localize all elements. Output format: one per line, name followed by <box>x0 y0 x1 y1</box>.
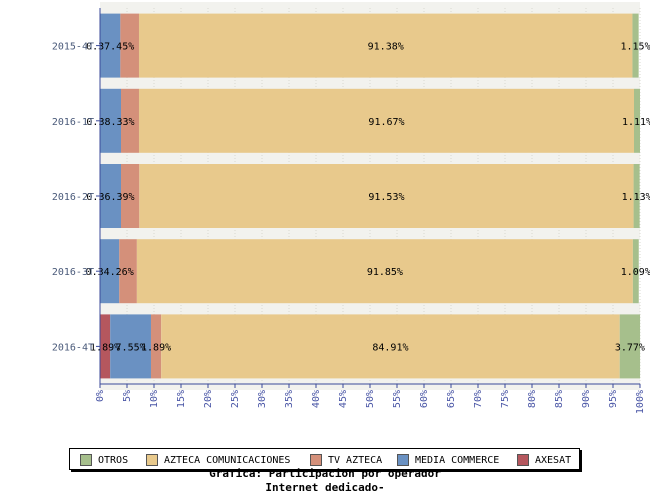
x-tick-label: 60% <box>419 390 430 408</box>
bar-segment-tv-azteca <box>121 164 140 228</box>
data-label: 1.89% <box>90 342 120 353</box>
category-label: 2016-3T <box>52 267 94 278</box>
category-label: 2015-4T <box>52 42 94 53</box>
x-tick-label: 10% <box>149 390 160 408</box>
category-label: 2016-1T <box>52 117 94 128</box>
data-label: 0.36.39% <box>86 192 134 203</box>
legend-swatch-axesat <box>517 454 529 466</box>
x-tick-label: 100% <box>635 390 646 414</box>
bar-segment-media-commerce <box>100 239 120 304</box>
data-label: 1.11% <box>622 117 650 128</box>
bar-segment-otros <box>632 13 639 78</box>
bar-segment-otros <box>619 314 641 379</box>
data-label: 84.91% <box>372 342 408 353</box>
bar-segment-otros <box>632 239 639 304</box>
x-tick-label: 75% <box>500 390 511 408</box>
legend-label-axesat: AXESAT <box>535 454 572 466</box>
x-tick-label: 85% <box>554 390 565 408</box>
legend-swatch-tv-azteca <box>310 454 322 466</box>
x-tick-label: 50% <box>365 390 376 408</box>
data-label: 1.89% <box>141 342 171 353</box>
legend-swatch-media-commerce <box>397 454 409 466</box>
chart-title-line1: Grafica: Participacion por operador <box>209 467 441 480</box>
bar-segment-media-commerce <box>100 164 122 228</box>
x-tick-label: 90% <box>581 390 592 408</box>
chart-title-line2: Internet dedicado- <box>265 481 385 494</box>
bar-segment-azteca-comunicaciones <box>139 164 634 228</box>
bar-segment-media-commerce <box>100 13 121 78</box>
category-label: 2016-4T <box>52 342 94 353</box>
x-tick-label: 40% <box>311 390 322 408</box>
x-tick-label: 70% <box>473 390 484 408</box>
x-tick-label: 15% <box>176 390 187 408</box>
legend-item-otros: OTROS <box>80 453 128 467</box>
bar-segment-tv-azteca <box>121 88 139 153</box>
legend-label-tv-azteca: TV AZTECA <box>328 454 383 466</box>
legend: OTROS AZTECA COMUNICACIONES TV AZTECA ME… <box>69 448 580 470</box>
bar-segment-otros <box>634 88 640 153</box>
legend-label-azteca-comunicaciones: AZTECA COMUNICACIONES <box>164 454 291 466</box>
legend-swatch-azteca-comunicaciones <box>146 454 158 466</box>
bar-segment-tv-azteca <box>119 239 137 304</box>
data-label: 91.67% <box>368 117 404 128</box>
data-label: 1.13% <box>622 192 650 203</box>
bar-segment-tv-azteca <box>150 314 162 379</box>
bar-segment-azteca-comunicaciones <box>138 88 635 153</box>
data-label: 1.09% <box>621 267 650 278</box>
x-tick-label: 30% <box>257 390 268 408</box>
legend-label-otros: OTROS <box>98 454 129 466</box>
bar-segment-tv-azteca <box>120 13 139 78</box>
data-label: 7.55% <box>116 342 146 353</box>
legend-item-media-commerce: MEDIA COMMERCE <box>397 453 499 467</box>
x-tick-label: 45% <box>338 390 349 408</box>
legend-item-axesat: AXESAT <box>517 453 571 467</box>
chart-svg: 0.37.45% 91.38% 1.15% 2015-4T 0.38.33% 91.67%… <box>52 2 650 414</box>
legend-swatch-otros <box>80 454 92 466</box>
x-tick-label: 55% <box>392 390 403 408</box>
x-tick-label: 5% <box>122 390 133 402</box>
bar-segment-azteca-comunicaciones <box>136 239 633 304</box>
legend-label-media-commerce: MEDIA COMMERCE <box>415 454 500 466</box>
bar-segment-azteca-comunicaciones <box>138 13 633 78</box>
legend-item-azteca-comunicaciones: AZTECA COMUNICACIONES <box>146 453 290 467</box>
data-label: 91.38% <box>368 42 404 53</box>
x-tick-label: 25% <box>230 390 241 408</box>
bar-segment-media-commerce <box>110 314 151 379</box>
x-tick-label: 0% <box>95 390 106 402</box>
x-tick-label: 95% <box>608 390 619 408</box>
x-tick-label: 20% <box>203 390 214 408</box>
bar-segment-axesat <box>100 314 111 379</box>
data-label: 0.37.45% <box>86 42 134 53</box>
x-tick-label: 35% <box>284 390 295 408</box>
data-label: 0.38.33% <box>86 117 134 128</box>
x-tick-label: 65% <box>446 390 457 408</box>
data-label: 91.53% <box>368 192 404 203</box>
bar-segment-otros <box>633 164 640 228</box>
data-label: 91.85% <box>367 267 403 278</box>
data-label: 1.15% <box>620 42 650 53</box>
category-label: 2016-2T <box>52 192 94 203</box>
legend-item-tv-azteca: TV AZTECA <box>310 453 382 467</box>
data-label: 3.77% <box>615 342 645 353</box>
x-tick-label: 80% <box>527 390 538 408</box>
bar-segment-azteca-comunicaciones <box>161 314 620 379</box>
bar-segment-media-commerce <box>100 88 122 153</box>
data-label: 0.34.26% <box>86 267 134 278</box>
